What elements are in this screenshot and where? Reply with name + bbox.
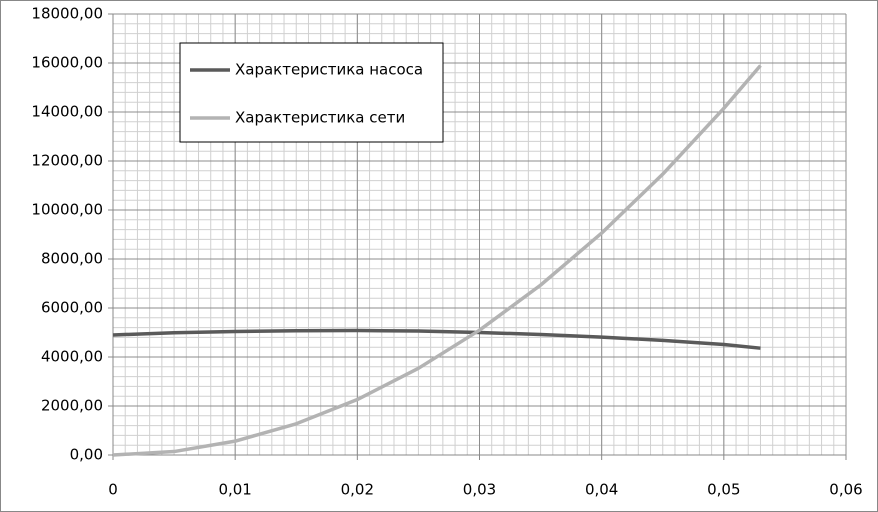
legend-box: [179, 42, 444, 143]
plot: [112, 64, 762, 457]
x-tick-label: 0,04: [585, 481, 618, 499]
x-tick-label: 0,06: [829, 481, 862, 499]
y-tick-label: 10000,00: [31, 201, 103, 219]
y-tick-label: 18000,00: [31, 5, 103, 23]
y-tick-label: 4000,00: [41, 348, 103, 366]
y-tick-label: 0,00: [70, 446, 103, 464]
legend-label: Характеристика насоса: [235, 61, 423, 79]
y-tick-label: 6000,00: [41, 299, 103, 317]
series-line: [112, 64, 762, 457]
x-tick-label: 0,02: [341, 481, 374, 499]
y-tick-label: 14000,00: [31, 103, 103, 121]
legend-label: Характеристика сети: [235, 109, 405, 127]
y-tick-label: 8000,00: [41, 250, 103, 268]
x-tick-label: 0,03: [463, 481, 496, 499]
x-tick-label: 0,05: [707, 481, 740, 499]
x-tick-label: 0: [108, 481, 118, 499]
legend: Характеристика насоса Характеристика сети: [179, 42, 444, 143]
y-tick-label: 2000,00: [41, 397, 103, 415]
y-tick-label: 16000,00: [31, 54, 103, 72]
y-tick-label: 12000,00: [31, 152, 103, 170]
x-tick-label: 0,01: [218, 481, 251, 499]
series-line: [112, 328, 761, 350]
